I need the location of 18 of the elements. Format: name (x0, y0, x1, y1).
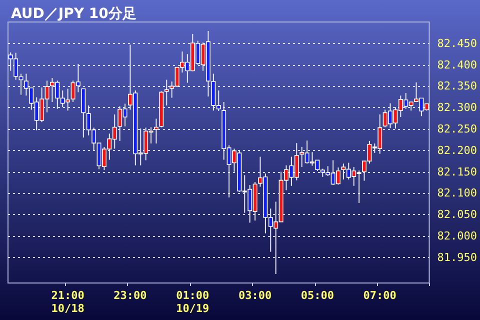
y-tick-label: 82.300 (437, 101, 478, 114)
y-tick-label: 82.050 (437, 208, 478, 222)
x-tick-label: 23:00 (114, 289, 147, 302)
x-tick-label: 01:00 10/19 (176, 289, 210, 315)
y-tick-label: 82.200 (437, 144, 478, 157)
y-tick-label: 82.000 (437, 229, 478, 242)
y-tick-label: 82.350 (437, 80, 478, 93)
y-tick-label: 82.250 (437, 122, 478, 136)
x-tick-label: 03:00 (238, 289, 272, 302)
x-tick-label: 07:00 (363, 289, 396, 302)
y-tick-label: 82.400 (437, 58, 478, 72)
y-tick-label: 81.950 (437, 250, 478, 264)
y-tick-label: 82.100 (437, 186, 478, 200)
chart-title: AUD／JPY 10分足 (11, 6, 136, 22)
x-tick-label: 05:00 (300, 289, 334, 302)
y-tick-label: 82.450 (437, 36, 478, 50)
x-tick-label: 21:00 10/18 (51, 289, 84, 315)
y-tick-label: 82.150 (437, 165, 478, 178)
